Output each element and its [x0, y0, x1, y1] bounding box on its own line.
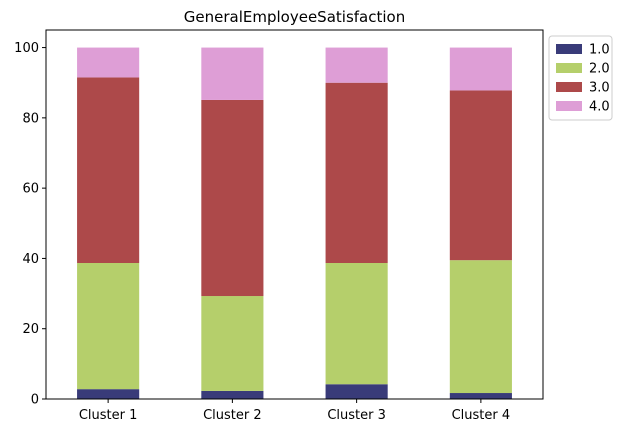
bar-segment-cluster-1-series-3.0: [77, 77, 140, 263]
bar-segment-cluster-2-series-1.0: [201, 390, 264, 399]
legend-box: [548, 35, 613, 121]
bar-segment-cluster-2-series-2.0: [201, 296, 264, 391]
legend-swatch-1.0: [556, 44, 582, 54]
legend-swatch-4.0: [556, 101, 582, 111]
y-tick-label: 100: [14, 41, 39, 56]
bar-segment-cluster-1-series-1.0: [77, 389, 140, 399]
y-tick-label: 60: [22, 182, 39, 197]
plot-frame: [45, 29, 544, 400]
bars-group: [77, 47, 512, 399]
bar-segment-cluster-3-series-3.0: [325, 82, 388, 263]
x-tick-label: Cluster 4: [452, 408, 511, 423]
x-axis: Cluster 1 Cluster 2 Cluster 3 Cluster 4: [79, 399, 510, 423]
y-tick-label: 40: [22, 252, 39, 267]
legend-label-4.0: 4.0: [589, 100, 610, 115]
legend: 1.0 2.0 3.0 4.0: [548, 35, 613, 121]
x-tick-label: Cluster 3: [327, 408, 386, 423]
bar-segment-cluster-2-series-4.0: [201, 47, 264, 100]
chart-title: GeneralEmployeeSatisfaction: [184, 8, 405, 26]
bar-segment-cluster-4-series-2.0: [449, 260, 512, 394]
bar-segment-cluster-3-series-1.0: [325, 384, 388, 399]
legend-swatch-3.0: [556, 82, 582, 92]
bar-segment-cluster-1-series-4.0: [77, 47, 140, 78]
x-tick-label: Cluster 2: [203, 408, 262, 423]
y-tick-label: 80: [22, 111, 39, 126]
legend-label-1.0: 1.0: [589, 43, 610, 58]
bar-segment-cluster-4-series-1.0: [449, 393, 512, 399]
y-axis: 0 20 40 60 80 100: [14, 41, 46, 408]
legend-label-3.0: 3.0: [589, 81, 610, 96]
bar-segment-cluster-3-series-4.0: [325, 47, 388, 83]
x-tick-label: Cluster 1: [79, 408, 138, 423]
bar-segment-cluster-2-series-3.0: [201, 99, 264, 297]
y-tick-label: 20: [22, 322, 39, 337]
bar-segment-cluster-4-series-4.0: [449, 47, 512, 91]
bar-segment-cluster-1-series-2.0: [77, 262, 140, 390]
legend-label-2.0: 2.0: [589, 62, 610, 77]
legend-swatch-2.0: [556, 63, 582, 73]
y-tick-label: 0: [31, 393, 39, 408]
bar-segment-cluster-3-series-2.0: [325, 262, 388, 385]
bar-segment-cluster-4-series-3.0: [449, 90, 512, 261]
